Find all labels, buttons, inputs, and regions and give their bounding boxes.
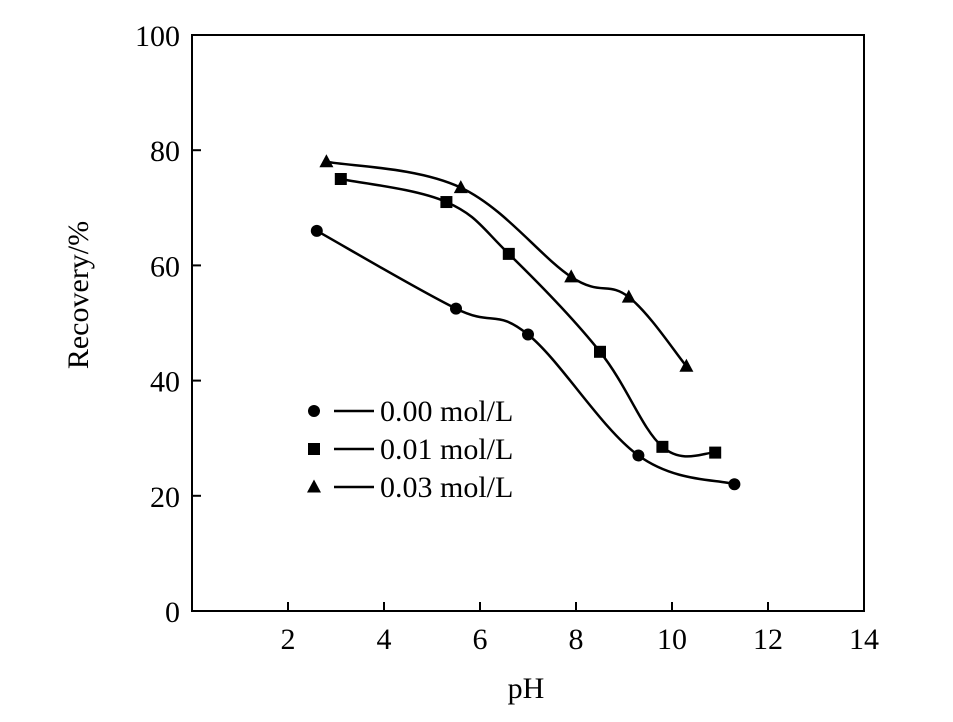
y-tick-label: 100 bbox=[135, 20, 180, 53]
data-point-square bbox=[440, 196, 453, 209]
legend-marker-triangle bbox=[307, 479, 321, 493]
data-point-circle bbox=[632, 449, 645, 462]
y-tick-label: 0 bbox=[165, 596, 180, 629]
legend-item: 0.03 mol/L bbox=[307, 471, 513, 504]
x-tick-label: 4 bbox=[377, 623, 392, 656]
legend-item: 0.01 mol/L bbox=[308, 433, 513, 466]
data-point-circle bbox=[728, 478, 741, 491]
y-axis-label: Recovery/% bbox=[62, 221, 95, 369]
data-point-square bbox=[656, 440, 669, 453]
legend-label: 0.01 mol/L bbox=[380, 433, 513, 466]
axis-ticks: 2 4 6 8 10 12 14 0 20 40 60 80 100 bbox=[135, 20, 879, 656]
data-point-triangle bbox=[319, 154, 334, 168]
series-square bbox=[334, 173, 722, 459]
data-point-circle bbox=[310, 224, 323, 237]
series-triangle bbox=[319, 154, 694, 372]
data-point-square bbox=[594, 345, 606, 358]
data-point-triangle bbox=[679, 358, 694, 372]
legend: 0.00 mol/L 0.01 mol/L 0.03 mol/L bbox=[307, 395, 513, 504]
data-point-circle bbox=[450, 302, 462, 315]
y-tick-label: 40 bbox=[150, 366, 180, 399]
x-tick-label: 12 bbox=[753, 623, 783, 656]
x-tick-label: 14 bbox=[849, 623, 879, 656]
legend-item: 0.00 mol/L bbox=[308, 395, 513, 428]
legend-marker-circle bbox=[308, 405, 320, 417]
legend-label: 0.00 mol/L bbox=[380, 395, 513, 428]
y-tick-label: 80 bbox=[150, 135, 180, 168]
data-point-triangle bbox=[453, 180, 468, 194]
data-point-square bbox=[334, 173, 347, 185]
x-tick-label: 6 bbox=[473, 623, 488, 656]
x-tick-label: 10 bbox=[657, 623, 687, 656]
data-point-triangle bbox=[621, 289, 636, 303]
x-tick-label: 8 bbox=[569, 623, 584, 656]
legend-label: 0.03 mol/L bbox=[380, 471, 513, 504]
x-tick-label: 2 bbox=[281, 623, 296, 656]
data-point-square bbox=[709, 446, 722, 459]
series-circle bbox=[310, 224, 741, 491]
y-tick-label: 20 bbox=[150, 481, 180, 514]
legend-marker-square bbox=[308, 443, 320, 455]
plot-frame bbox=[191, 34, 865, 612]
series-layer bbox=[310, 154, 741, 491]
data-point-circle bbox=[522, 328, 534, 341]
data-point-square bbox=[502, 247, 515, 260]
data-point-triangle bbox=[564, 269, 579, 283]
series-line bbox=[326, 160, 688, 368]
x-axis-label: pH bbox=[508, 672, 545, 705]
y-tick-label: 60 bbox=[150, 250, 180, 283]
